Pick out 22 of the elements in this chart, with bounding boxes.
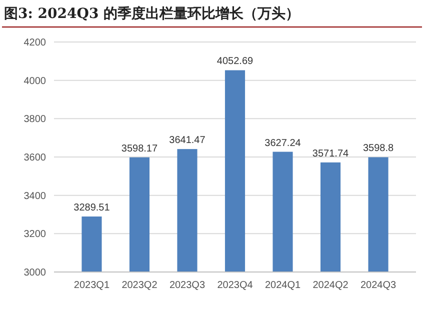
x-tick-label: 2024Q3: [360, 280, 396, 291]
x-tick-label: 2023Q2: [122, 280, 158, 291]
y-tick-label: 4200: [24, 38, 46, 48]
y-tick-label: 4000: [24, 76, 46, 87]
chart-title: 图3: 2024Q3 的季度出栏量环比增长（万头）: [4, 5, 300, 22]
x-tick-label: 2024Q1: [264, 280, 301, 291]
y-tick-label: 3600: [24, 152, 46, 164]
data-label: 3571.74: [312, 148, 350, 160]
data-label: 3641.47: [169, 135, 206, 146]
data-label: 4052.69: [216, 56, 254, 68]
x-tick-label: 2023Q4: [217, 280, 254, 291]
y-tick-label: 3800: [24, 114, 46, 126]
y-tick-label: 3200: [24, 229, 46, 240]
data-label: 3627.24: [264, 138, 302, 149]
x-tick-label: 2023Q3: [169, 280, 206, 291]
x-tick-label: 2023Q1: [74, 280, 110, 291]
y-tick-label: 3400: [24, 190, 46, 202]
data-label: 3289.51: [74, 202, 110, 214]
data-label: 3598.8: [362, 143, 394, 154]
y-tick-label: 3000: [24, 268, 46, 278]
data-label: 3598.17: [121, 143, 158, 154]
x-tick-label: 2024Q2: [312, 280, 349, 291]
